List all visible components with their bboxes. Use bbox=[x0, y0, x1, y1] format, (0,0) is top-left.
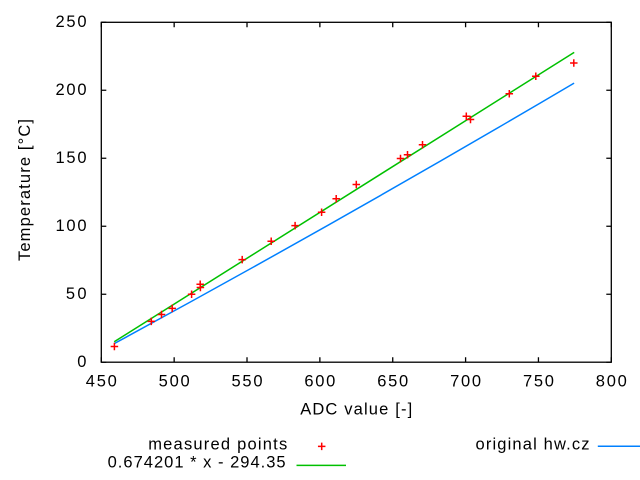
svg-text:0.674201 * x - 294.35: 0.674201 * x - 294.35 bbox=[108, 453, 286, 471]
svg-text:ADC value [-]: ADC value [-] bbox=[300, 401, 412, 419]
svg-text:150: 150 bbox=[56, 149, 87, 167]
svg-text:100: 100 bbox=[56, 217, 87, 235]
svg-text:700: 700 bbox=[450, 373, 481, 391]
svg-text:200: 200 bbox=[56, 81, 87, 99]
svg-text:250: 250 bbox=[56, 13, 87, 31]
svg-text:800: 800 bbox=[596, 373, 627, 391]
svg-text:Temperature [°C]: Temperature [°C] bbox=[16, 119, 34, 261]
svg-text:500: 500 bbox=[159, 373, 190, 391]
svg-text:original hw.cz: original hw.cz bbox=[476, 435, 590, 453]
svg-text:450: 450 bbox=[86, 373, 117, 391]
svg-text:750: 750 bbox=[523, 373, 554, 391]
svg-text:measured points: measured points bbox=[148, 436, 287, 454]
svg-text:650: 650 bbox=[377, 373, 408, 391]
svg-text:550: 550 bbox=[232, 373, 263, 391]
svg-text:600: 600 bbox=[304, 373, 335, 391]
svg-text:0: 0 bbox=[77, 353, 86, 371]
